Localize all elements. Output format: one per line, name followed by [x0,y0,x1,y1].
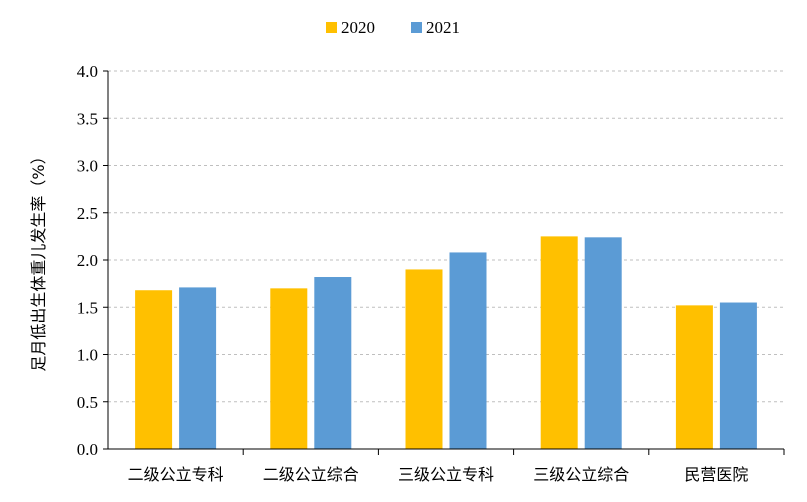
legend-swatch-2020 [326,22,337,33]
y-tick-label: 4.0 [77,62,98,81]
x-category-labels: 二级公立专科 二级公立综合 三级公立专科 三级公立综合 民营医院 [128,465,749,484]
y-tick-label: 3.5 [77,109,98,128]
bar-2020-1 [270,288,308,449]
y-axis-title: 足月低出生体重儿发生率（%） [29,148,48,371]
bars [135,236,757,449]
legend-swatch-2021 [411,22,422,33]
y-tick-labels: 0.0 0.5 1.0 1.5 2.0 2.5 3.0 3.5 4.0 [77,62,98,459]
bar-2020-2 [405,269,443,449]
gridlines [108,70,784,403]
x-category-label: 二级公立专科 [128,465,224,484]
bar-2021-2 [449,252,487,449]
y-tick-label: 0.5 [77,393,98,412]
bar-2021-4 [719,302,757,449]
x-category-label: 民营医院 [684,465,748,484]
y-tick-label: 2.0 [77,251,98,270]
legend: 2020 2021 [326,18,460,37]
bar-2021-1 [314,277,352,449]
x-category-label: 三级公立综合 [533,465,629,484]
legend-label-2021: 2021 [426,18,460,37]
y-tick-label: 1.0 [77,346,98,365]
y-tick-label: 0.0 [77,440,98,459]
bar-2020-4 [675,305,713,449]
bar-2021-3 [584,237,622,449]
axes [103,70,785,455]
bar-2020-3 [540,236,578,449]
x-category-label: 二级公立综合 [263,465,359,484]
bar-2020-0 [135,290,173,449]
y-tick-label: 1.5 [77,298,98,317]
legend-label-2020: 2020 [341,18,375,37]
bar-2021-0 [179,287,217,449]
y-tick-label: 3.0 [77,157,98,176]
y-tick-label: 2.5 [77,204,98,223]
x-category-label: 三级公立专科 [398,465,494,484]
